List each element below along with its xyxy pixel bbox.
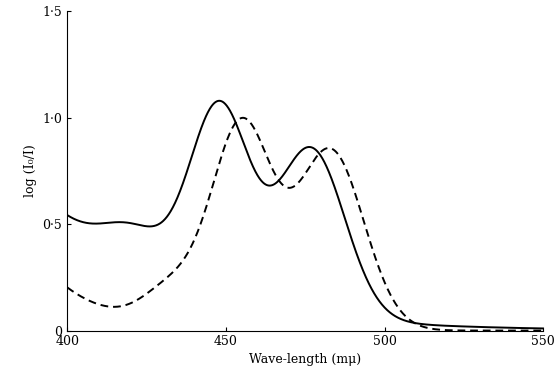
Y-axis label: log (I₀/I): log (I₀/I) (24, 145, 37, 197)
X-axis label: Wave-length (mμ): Wave-length (mμ) (249, 353, 361, 366)
